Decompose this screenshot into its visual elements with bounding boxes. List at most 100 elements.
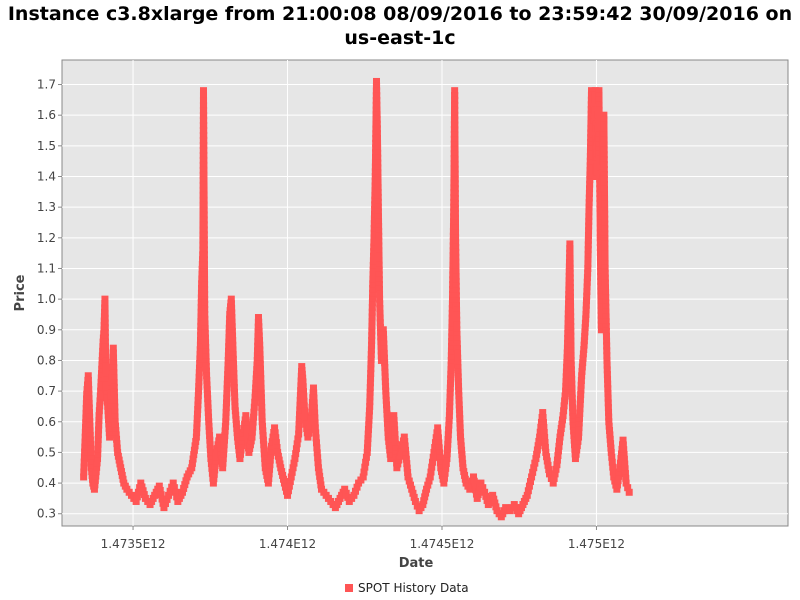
data-point	[543, 453, 551, 461]
data-point	[206, 445, 214, 453]
data-point	[112, 431, 120, 439]
data-point	[237, 450, 245, 458]
data-point	[453, 331, 461, 339]
data-point	[249, 418, 257, 426]
data-point	[474, 491, 482, 499]
data-point	[197, 303, 205, 311]
data-point	[110, 369, 118, 377]
data-point	[300, 397, 308, 405]
data-point	[287, 473, 295, 481]
data-point	[219, 464, 227, 472]
data-point	[317, 481, 325, 489]
data-point	[114, 448, 122, 456]
data-point	[604, 394, 612, 402]
data-point	[572, 450, 580, 458]
data-point	[201, 291, 209, 299]
data-point	[587, 134, 595, 142]
data-point	[178, 488, 186, 496]
data-point	[562, 368, 570, 376]
data-point	[229, 332, 237, 340]
data-point	[582, 301, 590, 309]
data-point	[216, 433, 224, 441]
data-point	[601, 250, 609, 258]
data-point	[555, 438, 563, 446]
data-point	[85, 409, 93, 417]
data-point	[598, 291, 606, 299]
data-point	[454, 373, 462, 381]
data-point	[391, 440, 399, 448]
data-point	[275, 456, 283, 464]
data-point	[529, 468, 537, 476]
data-point	[197, 318, 205, 326]
data-point	[461, 475, 469, 483]
data-point	[296, 401, 304, 409]
data-point	[384, 428, 392, 436]
data-point	[411, 497, 419, 505]
data-point	[257, 394, 265, 402]
data-point	[188, 464, 196, 472]
data-point	[351, 487, 359, 495]
data-point	[376, 295, 384, 303]
data-point	[85, 395, 93, 403]
data-point	[299, 388, 307, 396]
data-point	[200, 92, 208, 100]
data-point	[451, 185, 459, 193]
data-point	[230, 374, 238, 382]
data-point	[375, 232, 383, 240]
data-point	[448, 338, 456, 346]
data-point	[597, 321, 605, 329]
data-point	[243, 425, 251, 433]
data-point	[375, 266, 383, 274]
data-point	[455, 401, 463, 409]
data-point	[561, 392, 569, 400]
data-point	[230, 365, 238, 373]
data-point	[375, 276, 383, 284]
data-point	[102, 362, 110, 370]
data-point	[87, 441, 95, 449]
data-point	[434, 429, 442, 437]
data-point	[248, 433, 256, 441]
data-point	[452, 239, 460, 247]
data-point	[525, 482, 533, 490]
data-point	[301, 407, 309, 415]
data-point	[582, 315, 590, 323]
data-point	[199, 87, 207, 95]
data-point	[293, 440, 301, 448]
data-point	[279, 471, 287, 479]
data-point	[210, 470, 218, 478]
data-point	[404, 469, 412, 477]
data-point	[398, 445, 406, 453]
data-point	[229, 341, 237, 349]
data-point	[140, 491, 148, 499]
data-point	[577, 391, 585, 399]
data-point	[622, 479, 630, 487]
data-point	[224, 352, 232, 360]
data-point	[231, 393, 239, 401]
data-point	[428, 463, 436, 471]
data-point	[585, 213, 593, 221]
data-point	[585, 194, 593, 202]
data-point	[111, 398, 119, 406]
data-point	[202, 343, 210, 351]
data-point	[256, 341, 264, 349]
data-point	[568, 389, 576, 397]
data-point	[82, 414, 90, 422]
data-point	[413, 502, 421, 510]
data-point	[200, 161, 208, 169]
data-point	[567, 327, 575, 335]
data-point	[604, 385, 612, 393]
data-point	[201, 281, 209, 289]
data-point	[369, 280, 377, 288]
data-point	[276, 460, 284, 468]
data-point	[85, 404, 93, 412]
data-point	[396, 452, 404, 460]
data-point	[111, 393, 119, 401]
data-point	[451, 195, 459, 203]
data-point	[223, 380, 231, 388]
data-point	[200, 112, 208, 120]
data-point	[231, 398, 239, 406]
data-point	[530, 464, 538, 472]
data-point	[374, 198, 382, 206]
data-point	[201, 329, 209, 337]
data-point	[137, 479, 145, 487]
